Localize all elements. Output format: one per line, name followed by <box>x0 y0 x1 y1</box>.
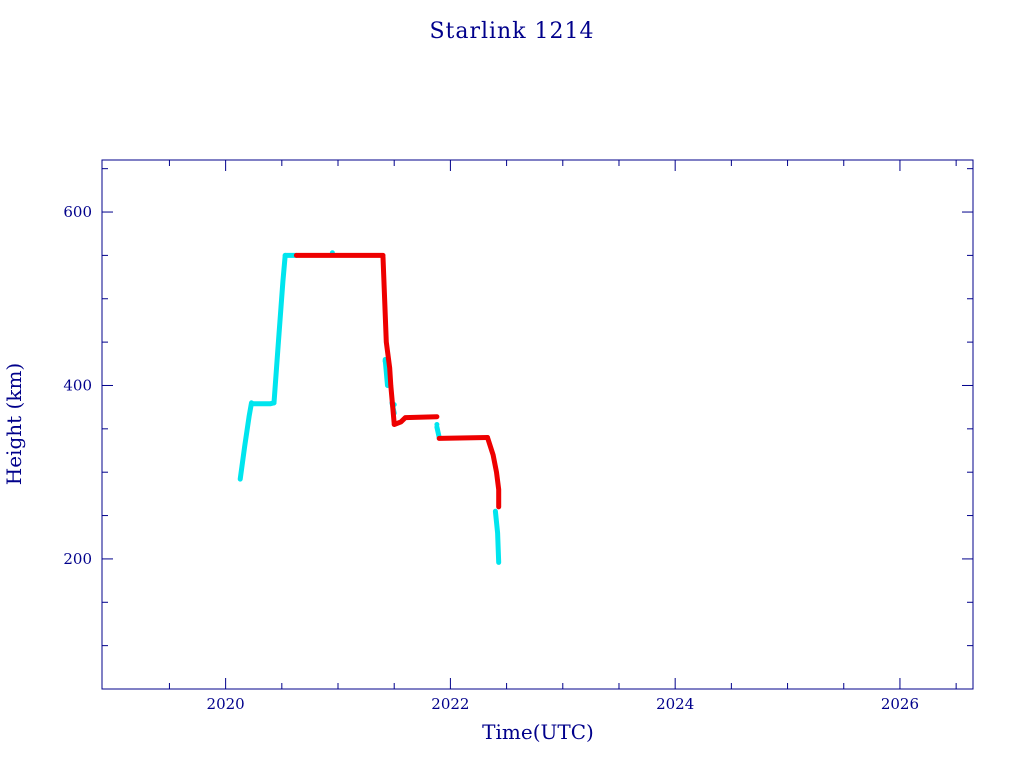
y-tick-label: 200 <box>63 550 92 568</box>
x-tick-label: 2022 <box>431 695 469 713</box>
series-1-track <box>382 357 390 388</box>
series-2-track <box>436 435 490 441</box>
y-tick-label: 400 <box>63 376 92 394</box>
x-tick-label: 2024 <box>656 695 694 713</box>
series-1-point <box>434 422 440 427</box>
x-axis-label: Time(UTC) <box>482 720 594 744</box>
series-1-track <box>434 424 442 440</box>
series-2-track <box>380 254 397 427</box>
y-axis-label: Height (km) <box>2 363 26 485</box>
series-1-track <box>249 400 277 407</box>
series-1 <box>237 250 502 565</box>
y-tick-label: 600 <box>63 203 92 221</box>
series-2-track <box>485 435 502 510</box>
series-1-track <box>492 508 502 565</box>
axis-ticks <box>102 160 973 689</box>
plot-frame <box>101 159 974 690</box>
series-1-track <box>271 252 288 406</box>
series-2 <box>293 252 502 510</box>
x-tick-label: 2026 <box>881 695 919 713</box>
plot-data <box>237 250 502 565</box>
series-1-track <box>237 400 254 482</box>
series-2-track <box>391 414 440 427</box>
axis-tick-labels: 2020 2022 2024 2026 200 400 600 <box>63 203 919 713</box>
x-tick-label: 2020 <box>207 695 245 713</box>
chart-title: Starlink 1214 <box>429 19 594 44</box>
